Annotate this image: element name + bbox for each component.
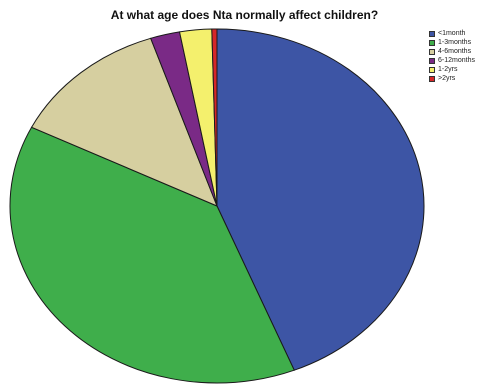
legend-label: 1-3months (438, 39, 472, 46)
legend-swatch (429, 49, 435, 55)
legend-item: 6-12months (429, 57, 487, 65)
legend-label: 6-12months (438, 57, 475, 64)
legend-swatch (429, 76, 435, 82)
chart-title: At what age does Nta normally affect chi… (110, 8, 379, 22)
legend-label: >2yrs (438, 75, 456, 82)
pie-slice-1month (216, 28, 425, 371)
legend-item: 1-3months (429, 39, 487, 47)
pie-slice-1-3months (9, 126, 295, 384)
legend-swatch (429, 40, 435, 46)
legend-item: 4-6months (429, 48, 487, 56)
legend-item: >2yrs (429, 75, 487, 83)
legend-label: 4-6months (438, 48, 472, 55)
legend-item: 1-2yrs (429, 66, 487, 74)
legend-item: <1month (429, 30, 487, 38)
pie-slice-2yrs (211, 28, 218, 207)
pie-slices (9, 28, 425, 384)
legend-swatch (429, 31, 435, 37)
legend: <1month 1-3months 4-6months 6-12months 1-2yr… (429, 30, 487, 84)
legend-swatch (429, 58, 435, 64)
legend-label: <1month (438, 30, 466, 37)
legend-label: 1-2yrs (438, 66, 458, 73)
pie-slice-4-6months (30, 37, 218, 207)
legend-swatch (429, 67, 435, 73)
